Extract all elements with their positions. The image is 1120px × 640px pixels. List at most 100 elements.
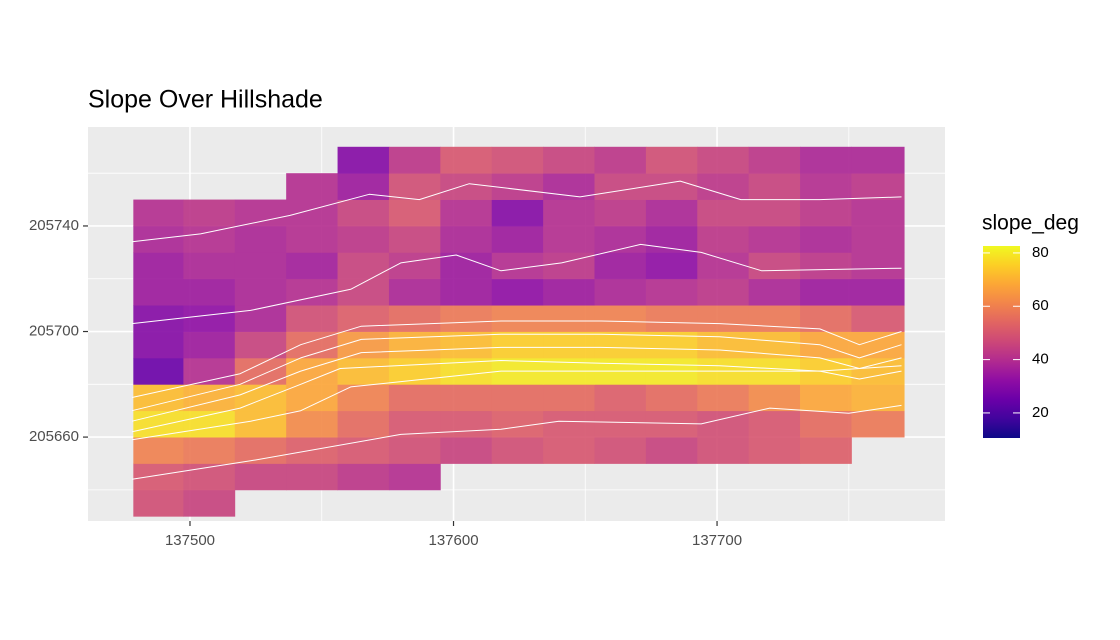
contour-line (131, 346, 902, 422)
raster-cell (697, 199, 750, 227)
raster (133, 146, 905, 517)
raster-cell (234, 252, 287, 280)
raster-cell (697, 225, 750, 253)
raster-cell (491, 305, 544, 332)
raster-cell (133, 252, 184, 280)
raster-cell (851, 225, 905, 253)
raster-cell (133, 278, 184, 306)
raster-cell (594, 305, 647, 332)
raster-cell (491, 173, 544, 200)
raster-cell (234, 278, 287, 306)
raster-cell (440, 305, 493, 332)
raster-cell (286, 252, 338, 280)
raster-cell (543, 437, 595, 464)
raster-cell (133, 384, 184, 412)
raster-cell (388, 252, 441, 280)
raster-cell (337, 463, 390, 491)
raster-cell (337, 252, 390, 280)
raster-cell (748, 252, 801, 280)
colorbar-label: 60 (1032, 297, 1049, 314)
contour-line (131, 360, 902, 433)
raster-cell (594, 437, 647, 464)
raster-cell (286, 225, 338, 253)
raster-cell (337, 225, 390, 253)
raster-cell (337, 199, 390, 227)
raster-cell (440, 199, 493, 227)
raster-cell (645, 437, 698, 464)
raster-cell (440, 410, 493, 438)
raster-cell (543, 305, 595, 332)
raster-cell (645, 199, 698, 227)
raster-cell (800, 410, 852, 438)
raster-cell (594, 225, 647, 253)
contour-line (131, 404, 902, 480)
raster-cell (851, 199, 905, 227)
raster-cell (337, 278, 390, 306)
raster-cell (748, 199, 801, 227)
raster-cell (748, 384, 801, 412)
raster-cell (800, 225, 852, 253)
raster-cell (440, 173, 493, 200)
raster-cell (133, 437, 184, 464)
raster-cell (286, 305, 338, 332)
raster-cell (851, 278, 905, 306)
raster-cell (234, 357, 287, 385)
raster-cell (133, 463, 184, 491)
raster-cell (697, 252, 750, 280)
contour-line (131, 180, 902, 243)
raster-cell (183, 489, 236, 517)
raster-cell (388, 278, 441, 306)
raster-cell (337, 305, 390, 332)
raster-cell (697, 173, 750, 200)
raster-cell (183, 278, 236, 306)
raster-cell (800, 437, 852, 464)
raster-cell (748, 225, 801, 253)
raster-cell (388, 331, 441, 359)
raster-cell (800, 146, 852, 174)
raster-cell (388, 146, 441, 174)
raster-cell (543, 384, 595, 412)
raster-cell (388, 305, 441, 332)
raster-cell (491, 384, 544, 412)
raster-cell (388, 199, 441, 227)
raster-cell (543, 278, 595, 306)
raster-cell (133, 225, 184, 253)
colorbar-label: 40 (1032, 351, 1049, 368)
raster-cell (234, 463, 287, 491)
raster-cell (851, 173, 905, 200)
raster-cell (594, 252, 647, 280)
raster-cell (440, 225, 493, 253)
raster-cell (183, 199, 236, 227)
raster-cell (851, 357, 905, 385)
raster-cell (851, 410, 905, 438)
raster-cell (851, 252, 905, 280)
raster-cell (183, 305, 236, 332)
x-tick-label: 137700 (692, 532, 742, 549)
raster-cell (594, 384, 647, 412)
raster-cell (234, 225, 287, 253)
raster-cell (645, 146, 698, 174)
raster-cell (748, 173, 801, 200)
raster-cell (388, 463, 441, 491)
raster-cell (851, 305, 905, 332)
y-tick-label: 205740 (29, 217, 79, 234)
raster-cell (543, 199, 595, 227)
chart-title: Slope Over Hillshade (88, 86, 323, 114)
raster-cell (388, 437, 441, 464)
legend-title: slope_deg (982, 212, 1079, 235)
raster-cell (388, 173, 441, 200)
contour-line (131, 243, 902, 325)
raster-cell (234, 199, 287, 227)
raster-cell (645, 384, 698, 412)
raster-cell (800, 199, 852, 227)
contour-line (131, 365, 902, 441)
raster-cell (337, 146, 390, 174)
contour-line (131, 333, 902, 412)
raster-cell (543, 225, 595, 253)
raster-cell (697, 146, 750, 174)
raster-cell (133, 331, 184, 359)
raster-cell (594, 278, 647, 306)
x-tick-label: 137600 (428, 532, 478, 549)
raster-cell (440, 278, 493, 306)
